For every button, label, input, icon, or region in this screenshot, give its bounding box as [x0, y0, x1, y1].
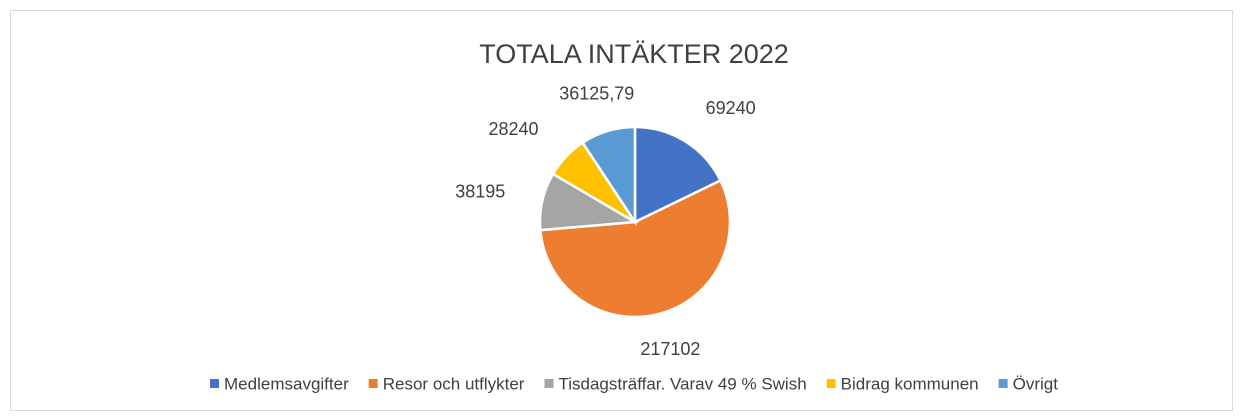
chart-title: TOTALA INTÄKTER 2022	[479, 39, 789, 69]
legend-swatch	[368, 379, 378, 388]
data-label: 69240	[706, 98, 756, 118]
legend-label: Övrigt	[1013, 374, 1059, 393]
legend-swatch	[210, 379, 220, 388]
data-label: 217102	[640, 339, 700, 359]
legend-label: Tisdagsträffar. Varav 49 % Swish	[558, 374, 806, 393]
pie: 69240 217102 38195 28240 36125,79	[455, 83, 755, 359]
legend-label: Medlemsavgifter	[224, 374, 349, 393]
legend-swatch	[998, 379, 1008, 388]
legend-label: Resor och utflykter	[383, 374, 525, 393]
slice	[580, 125, 637, 227]
data-label: 36125,79	[559, 83, 634, 103]
data-label: 38195	[455, 181, 505, 201]
data-label: 28240	[488, 119, 538, 139]
legend-swatch	[544, 379, 554, 388]
slice	[538, 178, 732, 319]
legend-label: Bidrag kommunen	[841, 374, 979, 393]
legend-swatch	[826, 379, 836, 388]
legend: Medlemsavgifter Resor och utflykter Tisdag…	[210, 374, 1058, 393]
slice	[633, 125, 723, 224]
